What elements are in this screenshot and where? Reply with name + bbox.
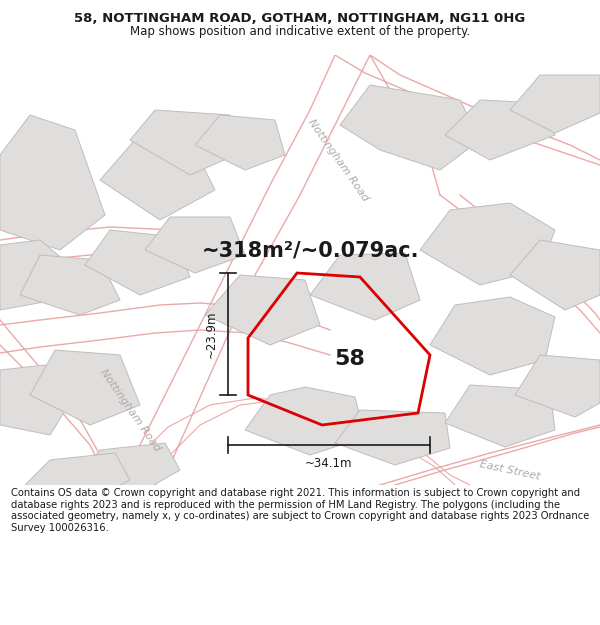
Polygon shape [75, 443, 180, 490]
Polygon shape [245, 387, 365, 455]
Polygon shape [340, 85, 480, 170]
Polygon shape [430, 297, 555, 375]
Text: ~23.9m: ~23.9m [205, 310, 218, 358]
Polygon shape [0, 115, 105, 250]
Text: Nottingham Road: Nottingham Road [306, 117, 370, 203]
Polygon shape [445, 385, 555, 447]
Polygon shape [510, 240, 600, 310]
Text: Contains OS data © Crown copyright and database right 2021. This information is : Contains OS data © Crown copyright and d… [11, 488, 589, 533]
Polygon shape [0, 365, 75, 435]
Polygon shape [145, 217, 245, 273]
Polygon shape [310, 253, 420, 320]
Polygon shape [85, 230, 190, 295]
Polygon shape [195, 115, 285, 170]
Text: ~318m²/~0.079ac.: ~318m²/~0.079ac. [201, 240, 419, 260]
Text: 58, NOTTINGHAM ROAD, GOTHAM, NOTTINGHAM, NG11 0HG: 58, NOTTINGHAM ROAD, GOTHAM, NOTTINGHAM,… [74, 12, 526, 25]
Polygon shape [445, 100, 555, 160]
Polygon shape [30, 350, 140, 425]
Polygon shape [20, 255, 120, 315]
Polygon shape [515, 355, 600, 417]
Polygon shape [205, 275, 320, 345]
Text: ~34.1m: ~34.1m [305, 457, 353, 470]
Polygon shape [335, 410, 450, 465]
Polygon shape [510, 75, 600, 133]
Text: 58: 58 [334, 349, 365, 369]
Text: Nottingham Road: Nottingham Road [98, 367, 162, 453]
Polygon shape [25, 453, 130, 495]
Polygon shape [420, 203, 555, 285]
Polygon shape [0, 240, 70, 310]
Polygon shape [130, 110, 240, 175]
Polygon shape [100, 140, 215, 220]
Text: Map shows position and indicative extent of the property.: Map shows position and indicative extent… [130, 26, 470, 39]
Text: East Street: East Street [479, 459, 541, 481]
